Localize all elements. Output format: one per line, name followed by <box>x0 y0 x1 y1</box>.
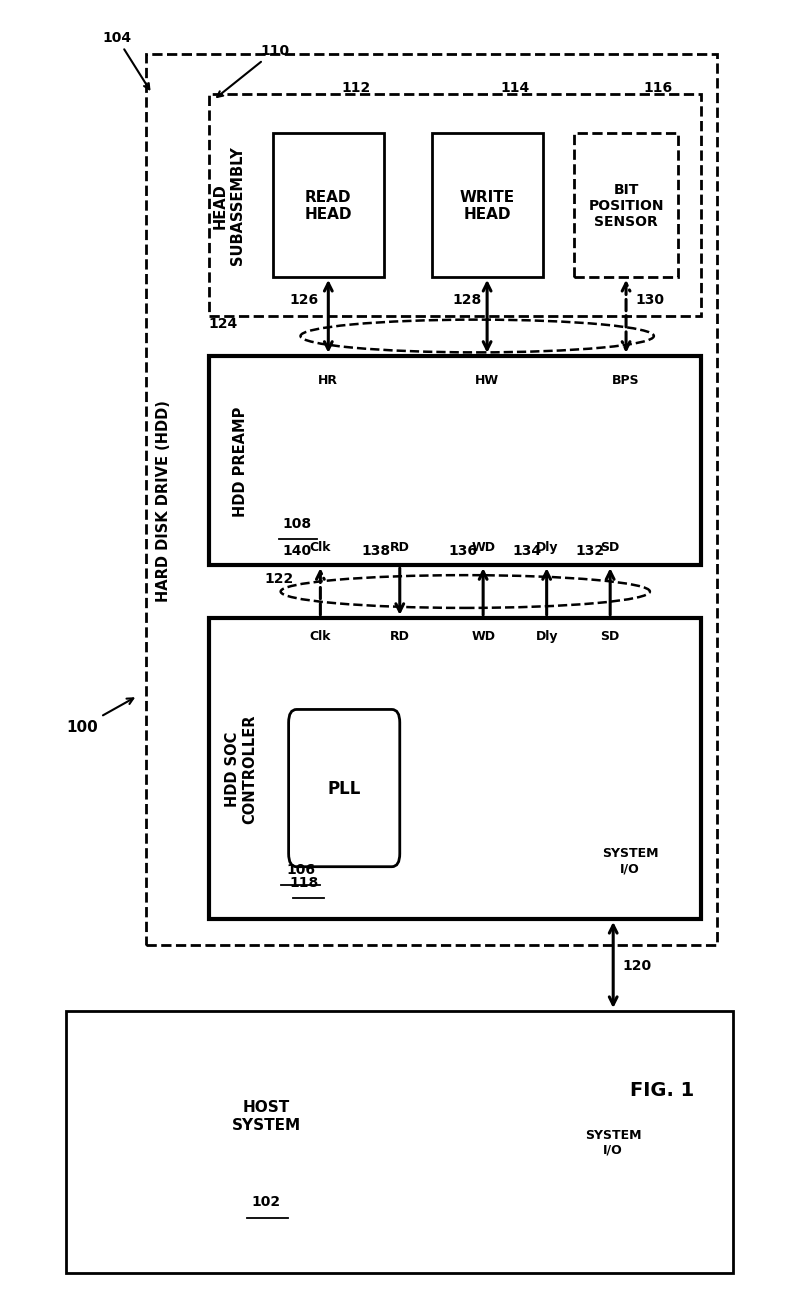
Text: RD: RD <box>390 540 409 554</box>
Text: HARD DISK DRIVE (HDD): HARD DISK DRIVE (HDD) <box>156 400 170 601</box>
Bar <box>209 95 701 317</box>
Text: 132: 132 <box>575 543 605 558</box>
Text: 130: 130 <box>635 293 664 306</box>
Bar <box>145 55 717 945</box>
Text: 112: 112 <box>341 82 371 95</box>
Text: Dly: Dly <box>535 630 558 643</box>
Text: 104: 104 <box>102 32 149 91</box>
Text: 116: 116 <box>643 82 672 95</box>
Text: 110: 110 <box>217 45 290 97</box>
Text: 108: 108 <box>282 517 311 531</box>
Text: HDD SOC
CONTROLLER: HDD SOC CONTROLLER <box>225 714 257 823</box>
Text: SD: SD <box>600 540 619 554</box>
Text: 124: 124 <box>209 317 238 330</box>
Text: Dly: Dly <box>535 540 558 554</box>
Text: 122: 122 <box>264 572 293 586</box>
Text: Clk: Clk <box>309 540 331 554</box>
Text: 120: 120 <box>622 959 651 972</box>
Text: Clk: Clk <box>309 630 331 643</box>
Text: FIG. 1: FIG. 1 <box>630 1080 694 1099</box>
Text: HOST
SYSTEM: HOST SYSTEM <box>232 1099 300 1132</box>
Text: RD: RD <box>390 630 409 643</box>
FancyBboxPatch shape <box>288 710 400 867</box>
Text: 136: 136 <box>448 543 478 558</box>
Bar <box>66 1011 733 1273</box>
Text: BIT
POSITION
SENSOR: BIT POSITION SENSOR <box>588 183 663 229</box>
Text: HEAD
SUBASSEMBLY: HEAD SUBASSEMBLY <box>213 146 245 266</box>
Text: WD: WD <box>471 540 495 554</box>
Bar <box>209 356 701 565</box>
Text: HW: HW <box>475 373 499 387</box>
Ellipse shape <box>300 321 654 352</box>
Text: BPS: BPS <box>612 373 639 387</box>
Text: HR: HR <box>318 373 338 387</box>
Text: WRITE
HEAD: WRITE HEAD <box>459 189 515 222</box>
Text: READ
HEAD: READ HEAD <box>304 189 352 222</box>
Text: 140: 140 <box>282 543 311 558</box>
Text: WD: WD <box>471 630 495 643</box>
Text: 102: 102 <box>252 1194 280 1208</box>
Text: SYSTEM
I/O: SYSTEM I/O <box>585 1128 641 1156</box>
Bar <box>431 134 543 277</box>
Text: HDD PREAMP: HDD PREAMP <box>233 406 248 517</box>
Bar <box>574 134 678 277</box>
Text: 100: 100 <box>66 698 133 735</box>
Text: 126: 126 <box>290 293 319 306</box>
Text: 138: 138 <box>361 543 390 558</box>
Text: 134: 134 <box>512 543 541 558</box>
Text: 114: 114 <box>500 82 529 95</box>
Text: 118: 118 <box>290 876 319 890</box>
Text: 106: 106 <box>286 863 315 877</box>
Text: 128: 128 <box>452 293 482 306</box>
Bar <box>209 618 701 919</box>
Bar <box>272 134 384 277</box>
Text: PLL: PLL <box>328 780 360 797</box>
Text: SYSTEM
I/O: SYSTEM I/O <box>602 847 658 874</box>
Ellipse shape <box>280 576 650 609</box>
Text: SD: SD <box>600 630 619 643</box>
